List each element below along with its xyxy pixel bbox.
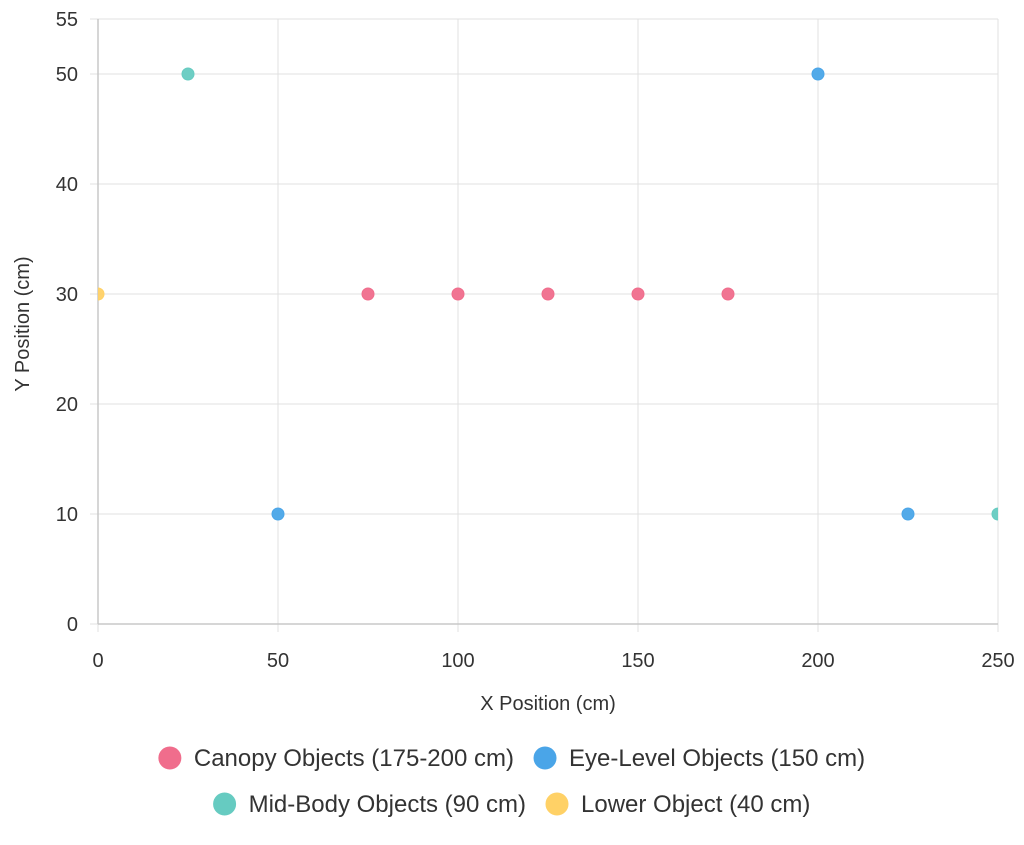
x-tick-label: 200	[801, 650, 834, 672]
data-points	[92, 67, 1004, 521]
legend-label: Mid-Body Objects (90 cm)	[249, 791, 526, 818]
y-tick-label: 30	[56, 284, 78, 306]
legend-item[interactable]: Canopy Objects (175-200 cm)	[158, 745, 514, 772]
legend-marker	[545, 792, 569, 816]
data-point-series-1[interactable]	[721, 287, 735, 301]
data-point-series-1[interactable]	[541, 287, 555, 301]
y-tick-label: 20	[56, 394, 78, 416]
data-point-series-1[interactable]	[451, 287, 465, 301]
x-tick-label: 250	[981, 650, 1014, 672]
data-point-series-3[interactable]	[181, 67, 195, 81]
data-point-series-2[interactable]	[901, 507, 915, 521]
grid	[90, 18, 999, 632]
x-tick-label: 100	[441, 650, 474, 672]
legend-label: Canopy Objects (175-200 cm)	[194, 745, 514, 772]
data-point-series-2[interactable]	[271, 507, 285, 521]
legend-item[interactable]: Mid-Body Objects (90 cm)	[213, 791, 526, 818]
x-axis-title: X Position (cm)	[480, 693, 616, 715]
legend-label: Lower Object (40 cm)	[581, 791, 810, 818]
data-point-series-1[interactable]	[361, 287, 375, 301]
y-tick-label: 55	[56, 9, 78, 31]
data-point-series-4[interactable]	[92, 287, 105, 301]
legend-marker	[213, 792, 237, 816]
legend: Canopy Objects (175-200 cm) Eye-Level Obj…	[158, 745, 865, 818]
x-tick-label: 50	[267, 650, 289, 672]
y-tick-label: 40	[56, 174, 78, 196]
axes: 0 50 100 150 200 250 0 10 20 30 40 50 55	[56, 9, 1015, 672]
x-tick-label: 0	[92, 650, 103, 672]
legend-item[interactable]: Lower Object (40 cm)	[545, 791, 810, 818]
y-tick-label: 10	[56, 504, 78, 526]
y-axis-title: Y Position (cm)	[12, 256, 34, 391]
data-point-series-1[interactable]	[631, 287, 645, 301]
legend-marker	[158, 746, 182, 770]
data-point-series-3[interactable]	[991, 507, 1004, 521]
y-tick-label: 0	[67, 614, 78, 636]
legend-item[interactable]: Eye-Level Objects (150 cm)	[533, 745, 865, 772]
x-tick-label: 150	[621, 650, 654, 672]
legend-label: Eye-Level Objects (150 cm)	[569, 745, 865, 772]
y-tick-label: 50	[56, 64, 78, 86]
data-point-series-2[interactable]	[811, 67, 825, 81]
legend-marker	[533, 746, 557, 770]
